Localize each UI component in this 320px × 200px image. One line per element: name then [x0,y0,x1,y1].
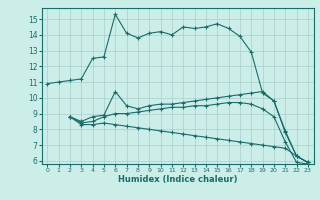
X-axis label: Humidex (Indice chaleur): Humidex (Indice chaleur) [118,175,237,184]
